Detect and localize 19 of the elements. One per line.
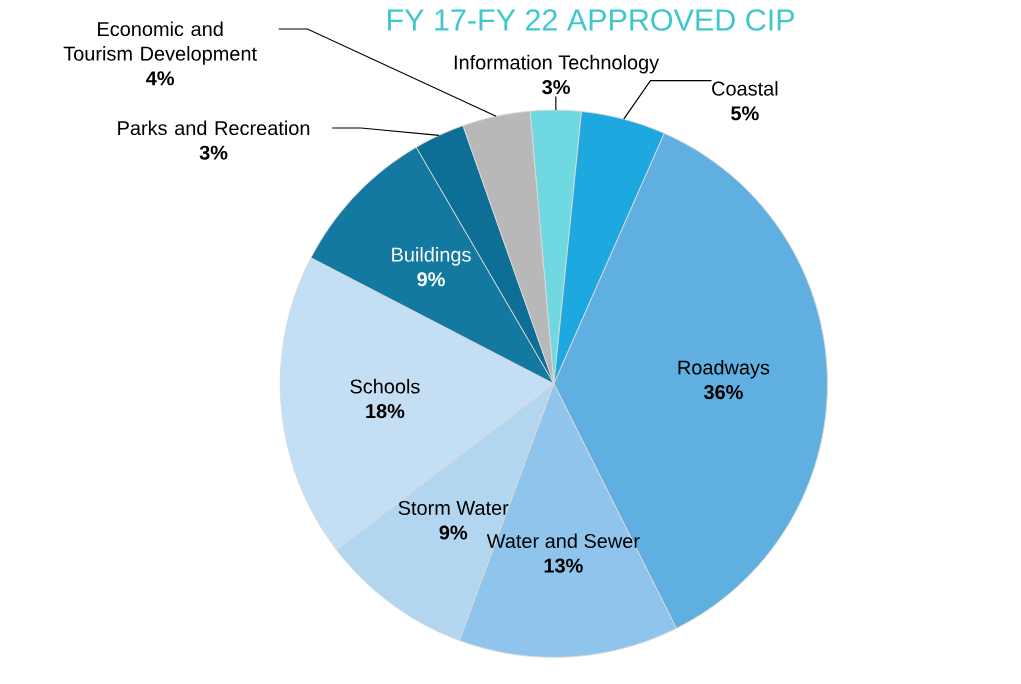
data-label: 36% — [703, 385, 743, 400]
slice-label: Schools — [350, 378, 420, 394]
data-label: 9% — [417, 272, 445, 287]
data-label: 13% — [544, 558, 583, 573]
data-label: 3% — [199, 145, 228, 160]
data-label: 5% — [731, 106, 759, 121]
data-label: 18% — [366, 404, 405, 419]
slice-label: Water and Sewer — [486, 533, 640, 549]
slice-label: Roadways — [678, 359, 770, 379]
data-label: 9% — [439, 525, 468, 540]
slice-label: Parks and Recreation — [118, 120, 310, 136]
slice-label: Economic and Tourism Development — [63, 21, 257, 65]
slice-label: Coastal — [712, 81, 778, 96]
slice-label: Buildings — [392, 247, 471, 266]
slice-label: Information Technology — [454, 54, 660, 74]
data-label: 3% — [542, 80, 570, 95]
slice-label: Storm Water — [398, 500, 509, 515]
chart-title: FY 17-FY 22 APPROVED CIP — [388, 9, 794, 31]
data-label: 4% — [146, 71, 175, 86]
